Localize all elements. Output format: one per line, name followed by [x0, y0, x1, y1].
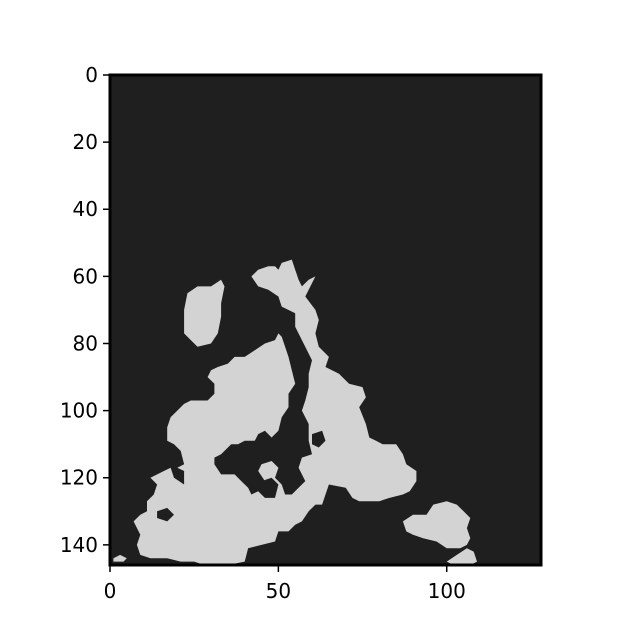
- x-tick-label: 50: [266, 579, 291, 603]
- mask-region-right-blob: [402, 501, 471, 549]
- mask-region-lower-left-spot: [113, 554, 127, 562]
- mask-hole-inner-hole-c: [258, 477, 279, 498]
- y-tick-label: 40: [73, 197, 98, 221]
- mask-hole-inner-hole-b: [281, 450, 299, 465]
- mask-hole-inner-hole-e: [157, 507, 174, 522]
- mask-layer: [113, 259, 477, 565]
- mask-region-upper-left-blob: [184, 279, 225, 347]
- x-axis: 0 50 100: [104, 565, 466, 603]
- mask-region-main-mass: [133, 259, 417, 565]
- y-tick-label: 20: [73, 130, 98, 154]
- plot-area: [108, 73, 543, 567]
- y-tick-label: 100: [60, 399, 98, 423]
- mask-region-lower-right-spot: [446, 548, 477, 565]
- y-tick-label: 80: [73, 331, 98, 355]
- y-tick-label: 140: [60, 533, 98, 557]
- x-tick-label: 0: [104, 579, 117, 603]
- axes-frame: [108, 73, 543, 567]
- mask-hole-inner-hole-a: [241, 440, 262, 458]
- x-tick-label: 100: [428, 579, 466, 603]
- y-tick-label: 0: [85, 63, 98, 87]
- y-axis: 0 20 40 60 80 100 120 140: [60, 63, 110, 557]
- y-tick-label: 120: [60, 466, 98, 490]
- mask-hole-inner-hole-d: [312, 430, 326, 448]
- y-tick-label: 60: [73, 264, 98, 288]
